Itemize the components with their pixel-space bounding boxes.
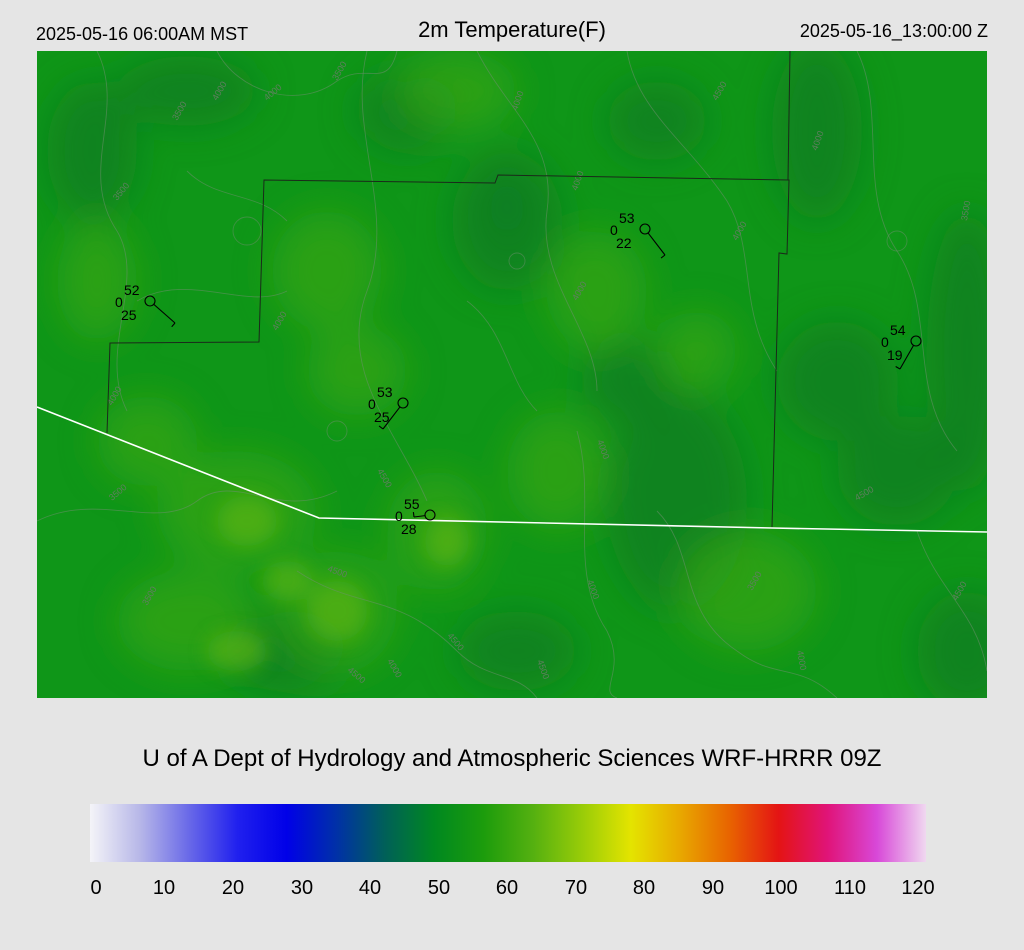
wind-barb-flag — [412, 511, 415, 518]
contour-line — [37, 490, 338, 522]
temperature-map: 3500 4000 4000 3500 3500 4000 4000 4500 4000 3500… — [37, 51, 987, 698]
colorbar-tick-label: 120 — [901, 877, 935, 899]
station-circle — [144, 295, 156, 307]
contour-label: 4000 — [795, 650, 808, 671]
county-boundary — [106, 174, 790, 528]
wind-barb-flag — [378, 425, 384, 430]
colorbar-tick-label: 50 — [427, 877, 451, 899]
model-credit: U of A Dept of Hydrology and Atmospheric… — [142, 745, 882, 772]
valid-time-utc: 2025-05-16_13:00:00 Z — [799, 21, 988, 41]
colorbar-tick-label: 0 — [90, 877, 102, 899]
contour-line — [136, 288, 288, 302]
wind-barb-flag — [660, 254, 666, 259]
wind-barb — [153, 303, 176, 324]
contour-line — [476, 51, 598, 392]
station-circle — [639, 223, 651, 235]
colorbar-tick-label: 40 — [358, 877, 382, 899]
station-cloud-cover: 0 — [881, 334, 889, 350]
contour-line — [358, 51, 428, 502]
temperature-field — [47, 51, 987, 698]
colorbar-tick-label: 70 — [564, 877, 588, 899]
contour-label: 3500 — [959, 200, 972, 221]
station-dewpoint: 19 — [887, 347, 903, 363]
colorbar-tick-label: 80 — [632, 877, 656, 899]
wind-barb — [899, 345, 914, 370]
wind-barb-flag — [895, 366, 901, 370]
station-circle — [397, 397, 409, 409]
station-dewpoint: 25 — [374, 409, 390, 425]
station-temperature: 55 — [404, 496, 420, 512]
county-boundary — [787, 51, 791, 181]
contour-line — [656, 510, 838, 698]
colorbar — [90, 804, 926, 862]
contour-line — [96, 51, 128, 412]
state-boundary — [37, 406, 987, 533]
header: 2025-05-16 06:00AM MST 2m Temperature(F)… — [0, 0, 1024, 50]
colorbar-tick-label: 100 — [764, 877, 798, 899]
contour-line — [508, 252, 526, 270]
wind-barb-flag — [171, 322, 176, 328]
elevation-contours — [37, 51, 987, 698]
contour-line — [296, 570, 538, 698]
boundaries — [37, 51, 987, 533]
station-dewpoint: 22 — [616, 235, 632, 251]
colorbar-tick-label: 110 — [834, 877, 866, 899]
colorbar-tick-label: 20 — [221, 877, 245, 899]
station-cloud-cover: 0 — [368, 396, 376, 412]
colorbar-tick-label: 10 — [152, 877, 176, 899]
contour-line — [886, 230, 908, 252]
contour-line — [916, 530, 987, 672]
station-temperature: 53 — [619, 210, 635, 226]
station-dewpoint: 25 — [121, 307, 137, 323]
wind-barb — [382, 406, 401, 430]
station-dewpoint: 28 — [401, 521, 417, 537]
station-circle — [424, 509, 436, 521]
station-temperature: 53 — [377, 384, 393, 400]
contour-line — [576, 430, 618, 698]
colorbar-gradient — [90, 804, 926, 862]
contour-line — [626, 51, 778, 372]
station-cloud-cover: 0 — [115, 294, 123, 310]
wind-barb — [647, 232, 666, 256]
station-cloud-cover: 0 — [395, 508, 403, 524]
contour-line — [232, 216, 262, 246]
contour-line — [216, 51, 398, 96]
station-cloud-cover: 0 — [610, 222, 618, 238]
station-temperature: 52 — [124, 282, 140, 298]
station-circle — [910, 335, 922, 347]
station-temperature: 54 — [890, 322, 906, 338]
wind-barb — [413, 515, 426, 518]
colorbar-tick-label: 30 — [290, 877, 314, 899]
contour-line — [326, 420, 348, 442]
colorbar-tick-label: 60 — [495, 877, 519, 899]
contour-line — [466, 300, 538, 412]
valid-time-local: 2025-05-16 06:00AM MST — [36, 24, 249, 44]
colorbar-tick-label: 90 — [701, 877, 725, 899]
contour-line — [186, 170, 288, 222]
chart-title: 2m Temperature(F) — [418, 17, 606, 42]
